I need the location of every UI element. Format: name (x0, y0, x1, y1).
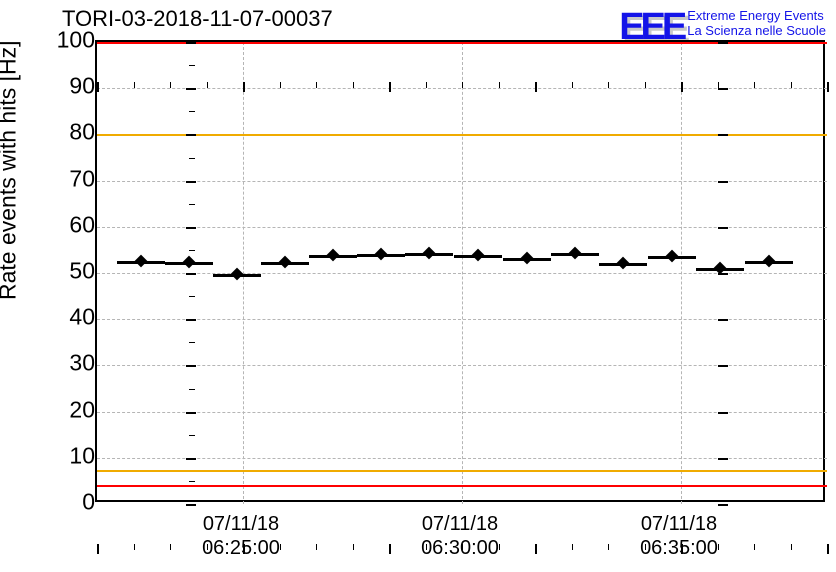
y-label-10: 10 (49, 442, 95, 469)
ytick-right-90 (718, 88, 728, 90)
ytick-right-60 (718, 227, 728, 229)
ytick-right-0 (718, 504, 728, 506)
ytick-right-40 (718, 319, 728, 321)
ytick-right-70 (718, 181, 728, 183)
ytick-60 (186, 227, 196, 229)
gridline-x3 (681, 42, 682, 504)
ytick-70 (186, 181, 196, 183)
ytick-right-10 (718, 458, 728, 460)
x-label-1: 07/11/18 06:25:00 (171, 512, 311, 560)
ytick-40 (186, 319, 196, 321)
ytick-right-20 (718, 412, 728, 414)
gridline-x2 (462, 42, 463, 504)
y-label-60: 60 (49, 211, 95, 238)
ytick-right-80 (718, 134, 728, 136)
ytick-90 (186, 88, 196, 90)
y-label-90: 90 (49, 73, 95, 100)
ytick-10 (186, 458, 196, 460)
y-label-50: 50 (49, 258, 95, 285)
y-label-80: 80 (49, 119, 95, 146)
plot-area[interactable] (95, 40, 825, 502)
y-axis-title: Rate events with hits [Hz] (0, 41, 22, 301)
chart-root: TORI-03-2018-11-07-00037 EEE Extreme Ene… (0, 0, 836, 572)
ytick-right-100 (718, 42, 728, 44)
y-label-30: 30 (49, 350, 95, 377)
yellow-line-bottom (97, 470, 827, 472)
ytick-100 (186, 42, 196, 44)
y-label-40: 40 (49, 304, 95, 331)
ytick-80 (186, 134, 196, 136)
ytick-20 (186, 412, 196, 414)
y-label-0: 0 (49, 489, 95, 516)
x-label-2: 07/11/18 06:30:00 (390, 512, 530, 560)
y-label-70: 70 (49, 165, 95, 192)
ytick-30 (186, 365, 196, 367)
ytick-50 (186, 273, 196, 275)
chart-title: TORI-03-2018-11-07-00037 (62, 6, 333, 32)
x-label-3: 07/11/18 06:35:00 (609, 512, 749, 560)
y-label-100: 100 (49, 27, 95, 54)
red-line-bottom (97, 485, 827, 487)
ytick-0 (186, 504, 196, 506)
eee-logo-subtitle: Extreme Energy Events La Scienza nelle S… (687, 8, 826, 38)
ytick-right-30 (718, 365, 728, 367)
y-label-20: 20 (49, 396, 95, 423)
